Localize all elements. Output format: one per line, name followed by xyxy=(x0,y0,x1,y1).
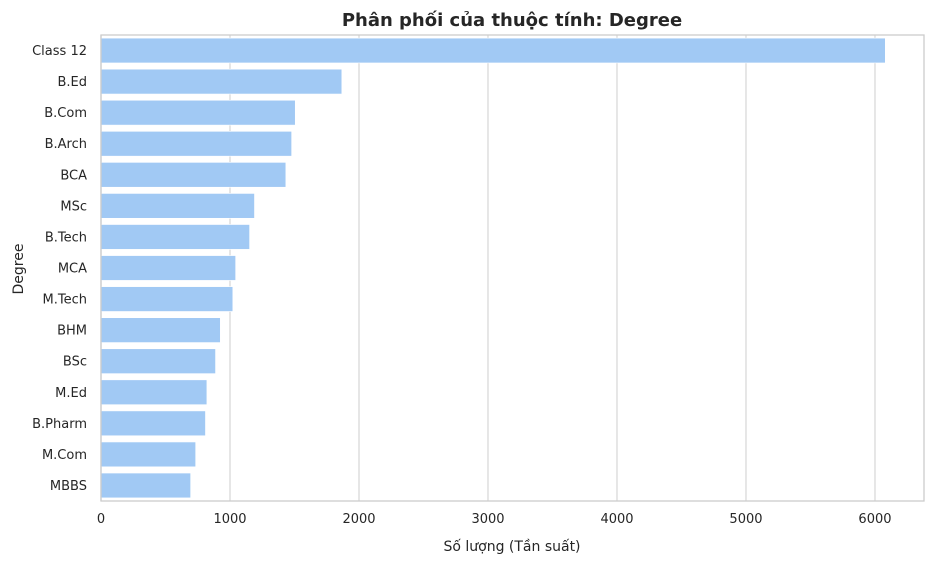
y-tick-label: B.Arch xyxy=(45,137,87,152)
y-tick-label: B.Pharm xyxy=(32,417,87,432)
bar xyxy=(100,472,191,499)
bar xyxy=(100,99,296,126)
y-tick-label: M.Ed xyxy=(55,386,87,401)
bar xyxy=(100,224,250,250)
bar xyxy=(100,162,287,188)
bar xyxy=(100,286,234,312)
bars xyxy=(100,37,886,499)
x-axis-title: Số lượng (Tần suất) xyxy=(443,538,580,555)
x-tick-label: 5000 xyxy=(729,512,762,527)
y-tick-label: MCA xyxy=(58,262,87,277)
y-tick-label: B.Tech xyxy=(45,230,87,245)
y-tick-label: BHM xyxy=(57,324,87,339)
x-tick-label: 3000 xyxy=(471,512,504,527)
x-tick-label: 1000 xyxy=(213,512,246,527)
bar xyxy=(100,410,206,437)
bar xyxy=(100,348,216,374)
bar xyxy=(100,68,343,95)
x-tick-label: 0 xyxy=(97,512,105,527)
y-tick-label: MBBS xyxy=(50,479,87,494)
y-tick-label: B.Com xyxy=(44,106,87,121)
bar xyxy=(100,317,221,343)
bar xyxy=(100,37,886,64)
y-axis-title: Degree xyxy=(11,244,27,295)
x-tick-label: 6000 xyxy=(858,512,891,527)
chart-title: Phân phối của thuộc tính: Degree xyxy=(342,10,682,31)
bar xyxy=(100,193,255,219)
y-tick-label: Class 12 xyxy=(32,44,87,59)
x-tick-label: 2000 xyxy=(342,512,375,527)
bar xyxy=(100,441,196,468)
y-tick-label: BCA xyxy=(60,168,87,183)
y-tick-label: M.Tech xyxy=(43,293,87,308)
x-tick-label: 4000 xyxy=(600,512,633,527)
y-tick-label: BSc xyxy=(63,355,87,370)
x-tick-labels: 0 1000 2000 3000 4000 5000 6000 xyxy=(97,512,892,527)
y-tick-labels: Class 12 B.Ed B.Com B.Arch BCA MSc B.Tech MCA M.… xyxy=(32,44,87,494)
y-tick-label: M.Com xyxy=(42,448,87,463)
bar xyxy=(100,255,236,281)
y-tick-label: B.Ed xyxy=(57,75,87,90)
axes-spines xyxy=(100,34,925,502)
plot-frame xyxy=(100,34,925,502)
y-tick-label: MSc xyxy=(60,199,87,214)
bar xyxy=(100,379,208,405)
bar xyxy=(100,131,292,157)
